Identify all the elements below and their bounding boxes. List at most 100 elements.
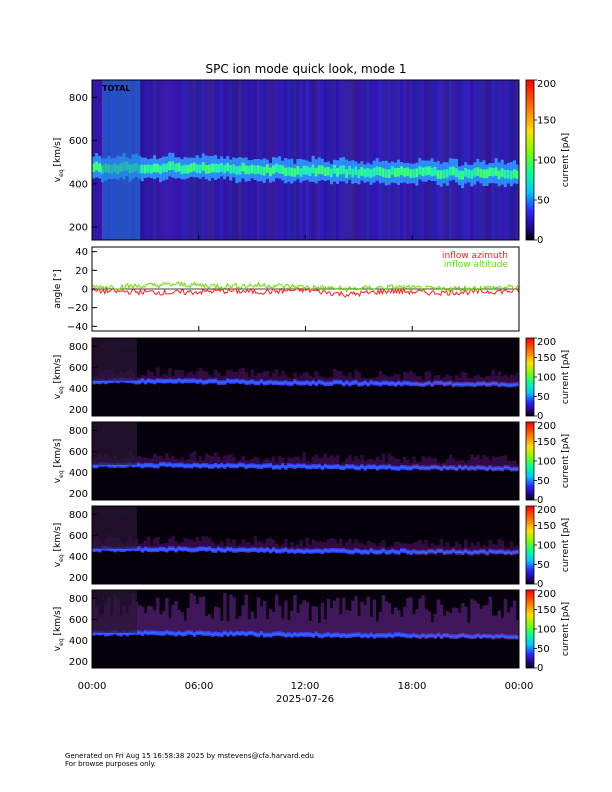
heatmap-beam-core: [387, 382, 392, 385]
heatmap-beam-core: [357, 633, 361, 636]
heatmap-beam-core: [284, 381, 288, 384]
heatmap-beam-core: [412, 466, 416, 468]
heatmap-beam-core: [433, 466, 438, 468]
heatmap-core: [339, 165, 343, 175]
heatmap-plume: [149, 372, 154, 381]
heatmap-plume: [296, 376, 300, 382]
heatmap-beam-core: [275, 632, 279, 635]
heatmap-plume: [354, 595, 358, 634]
heatmap-beam-core: [317, 634, 322, 637]
heatmap-beam-core: [284, 466, 288, 469]
heatmap-plume: [409, 544, 413, 552]
heatmap-core: [162, 163, 166, 173]
angle-y-tick-label: 20: [75, 266, 88, 277]
heatmap-column: [509, 80, 514, 240]
heatmap-plume: [314, 606, 319, 633]
b-sensor-frame: [91, 421, 520, 501]
angle-y-tick-label: −40: [67, 322, 88, 333]
heatmap-plume: [149, 544, 154, 549]
heatmap-plume: [430, 380, 434, 384]
heatmap-plume: [360, 601, 364, 635]
heatmap-plume: [387, 453, 392, 466]
heatmap-beam-core: [336, 633, 340, 636]
heatmap-plume: [241, 605, 245, 633]
y-label-unit: [km/s]: [53, 607, 63, 639]
heatmap-beam-core: [494, 467, 499, 470]
heatmap-plume: [400, 543, 404, 550]
heatmap-beam-core: [360, 635, 364, 637]
heatmap-beam-core: [165, 463, 169, 466]
heatmap-beam-core: [378, 466, 383, 469]
heatmap-column: [467, 80, 471, 240]
b-sensor-ylabel: veq [km/s]: [53, 439, 65, 483]
heatmap-beam-core: [122, 464, 126, 467]
heatmap-beam-core: [494, 551, 499, 553]
heatmap-beam-core: [244, 465, 248, 468]
heatmap-beam-core: [107, 464, 111, 467]
heatmap-beam-core: [366, 635, 370, 637]
heatmap-beam-core: [503, 635, 508, 638]
y-label-main: v: [53, 561, 63, 567]
heatmap-core: [482, 169, 486, 179]
heatmap-beam-core: [162, 548, 166, 551]
heatmap-column: [473, 80, 477, 240]
heatmap-plume: [351, 460, 355, 466]
heatmap-plume: [442, 546, 447, 552]
heatmap-beam-core: [351, 465, 355, 468]
heatmap-plume: [140, 457, 145, 465]
heatmap-beam-core: [281, 549, 285, 552]
heatmap-plume: [329, 538, 334, 550]
heatmap-beam-core: [412, 634, 416, 636]
heatmap-core: [314, 167, 319, 177]
heatmap-column: [497, 80, 502, 240]
heatmap-plume: [165, 375, 169, 381]
heatmap-beam-core: [275, 381, 279, 384]
heatmap-beam-core: [278, 466, 282, 469]
heatmap-beam-core: [332, 634, 337, 636]
heatmap-beam-core: [268, 634, 273, 636]
heatmap-beam-core: [454, 635, 459, 638]
heatmap-plume: [503, 374, 508, 384]
heatmap-plume: [262, 459, 267, 465]
heatmap-beam-core: [223, 549, 227, 552]
heatmap-plume: [247, 541, 251, 550]
heatmap-beam-core: [125, 633, 129, 635]
heatmap-beam-core: [183, 465, 187, 467]
heatmap-plume: [381, 595, 386, 635]
heatmap-beam-core: [308, 550, 312, 553]
heatmap-beam-core: [210, 380, 215, 382]
heatmap-plume: [369, 616, 373, 634]
y-tick-label: 400: [69, 552, 88, 563]
heatmap-plume: [375, 456, 380, 468]
heatmap-beam-core: [140, 465, 145, 467]
heatmap-beam-core: [363, 550, 367, 553]
heatmap-beam-core: [189, 631, 194, 634]
heatmap-plume: [421, 456, 425, 467]
heatmap-beam-core: [393, 383, 398, 386]
heatmap-beam-core: [311, 550, 316, 553]
heatmap-beam-core: [207, 465, 212, 468]
y-tick-label: 200: [69, 223, 88, 234]
heatmap-beam-core: [128, 548, 133, 550]
heatmap-plume: [210, 541, 215, 550]
heatmap-plume: [299, 540, 303, 551]
heatmap-beam-core: [409, 467, 413, 470]
heatmap-plume: [418, 539, 422, 552]
heatmap-beam-core: [262, 549, 267, 552]
y-tick-label: 800: [69, 93, 88, 104]
heatmap-core: [476, 167, 480, 176]
heatmap-beam-core: [512, 636, 517, 638]
heatmap-beam-core: [430, 634, 434, 637]
heatmap-beam-core: [500, 468, 505, 470]
heatmap-beam-core: [348, 634, 352, 637]
heatmap-plume: [348, 372, 352, 383]
heatmap-beam-core: [159, 380, 163, 382]
y-label-main: v: [53, 393, 63, 399]
heatmap-beam-core: [461, 551, 465, 554]
heatmap-beam-core: [293, 465, 297, 468]
c-sensor-colorbar: 0 50 100 150 200 current [pA]: [525, 505, 571, 590]
heatmap-plume: [308, 544, 312, 551]
heatmap-beam-core: [146, 379, 151, 382]
heatmap-core: [458, 170, 462, 180]
d-sensor-ylabel: veq [km/s]: [53, 607, 65, 651]
